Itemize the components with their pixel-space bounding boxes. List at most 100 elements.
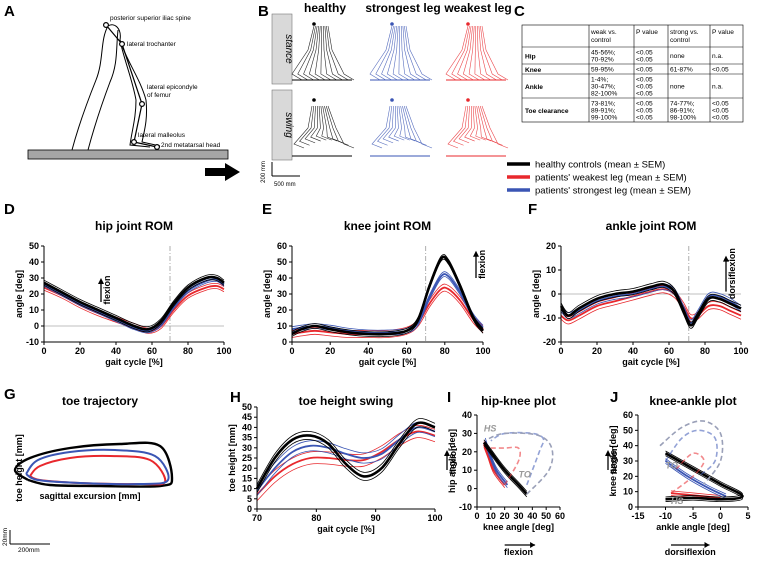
sem-lower-line xyxy=(256,426,436,493)
stick-frame xyxy=(322,105,338,142)
stick-figure xyxy=(370,98,433,157)
stick-frame xyxy=(314,25,326,81)
y-axis-label: angle [deg] xyxy=(14,270,24,318)
swing-loop-healthy xyxy=(487,432,554,495)
stick-frame xyxy=(291,25,315,81)
x-tick-label: 50 xyxy=(541,511,551,521)
y-tick-label: 20 xyxy=(462,447,472,457)
stick-frame xyxy=(445,25,469,81)
stick-frame xyxy=(293,105,313,149)
y-tick-label: 30 xyxy=(462,428,472,438)
x-tick-label: 60 xyxy=(555,511,565,521)
stick-hip-marker xyxy=(312,98,316,102)
table-cell: <0.05 xyxy=(636,57,653,64)
x-tick-label: 0 xyxy=(41,346,46,356)
y-tick-label: 0 xyxy=(551,289,556,299)
flexion-y-label: flexion xyxy=(448,445,458,474)
stick-frame xyxy=(404,25,427,81)
chart-title: hip-knee plot xyxy=(481,394,556,408)
stick-frame xyxy=(464,106,475,142)
stick-frame xyxy=(388,106,399,142)
stick-frame xyxy=(371,105,391,149)
y-tick-label: 0 xyxy=(467,484,472,494)
sem-lower-line xyxy=(665,462,727,499)
swing-loop-weakest xyxy=(490,446,522,486)
table-cell: <0.05 xyxy=(712,101,729,108)
swing-loop-weakest xyxy=(670,452,705,494)
y-tick-label: 30 xyxy=(29,273,39,283)
stick-frame xyxy=(401,25,415,81)
stick-frame xyxy=(478,105,498,144)
swing-loop-healthy xyxy=(659,420,724,485)
x-tick-label: 30 xyxy=(513,511,523,521)
y-tick-label: -10 xyxy=(26,337,39,347)
stick-frame xyxy=(304,105,316,144)
row-label-stance: stance xyxy=(283,34,294,64)
stick-frame xyxy=(402,105,422,144)
chart-title: knee joint ROM xyxy=(344,219,431,233)
table-cell: n.a. xyxy=(712,53,723,60)
sem-upper-line xyxy=(665,458,727,495)
stick-frame xyxy=(469,105,481,141)
table-header: control xyxy=(670,37,690,44)
legend-label-strongest: patients' strongest leg (mean ± SEM) xyxy=(535,186,691,197)
stick-frame xyxy=(474,105,486,141)
y-tick-label: 0 xyxy=(34,321,39,331)
x-tick-label: -15 xyxy=(631,511,644,521)
y-tick-label: 50 xyxy=(623,425,633,435)
panel-label-c: C xyxy=(514,3,525,20)
sem-lower-line xyxy=(483,447,506,488)
x-tick-label: 20 xyxy=(500,511,510,521)
x-tick-label: -10 xyxy=(659,511,672,521)
y-tick-label: 5 xyxy=(247,494,252,504)
y-tick-label: 30 xyxy=(242,443,252,453)
panel-label-h: H xyxy=(230,389,241,406)
stick-frame xyxy=(299,105,315,146)
swing-loop-strongest xyxy=(664,429,718,477)
x-tick-label: 80 xyxy=(311,513,321,523)
stick-frame xyxy=(458,105,470,144)
table-cell: n.a. xyxy=(712,84,723,91)
sem-lower-line xyxy=(291,290,484,339)
y-tick-label: 0 xyxy=(628,502,633,512)
x-tick-label: 0 xyxy=(558,346,563,356)
sem-upper-line xyxy=(43,274,225,328)
flexion-y-arrowhead-icon xyxy=(444,450,450,456)
table-header: control xyxy=(591,37,611,44)
x-tick-label: 80 xyxy=(700,346,710,356)
x-tick-label: -5 xyxy=(689,511,697,521)
y-tick-label: -10 xyxy=(459,502,472,512)
sem-upper-line xyxy=(483,439,528,492)
scale-label-200mm: 200mm xyxy=(18,547,40,554)
mean-line xyxy=(482,441,528,495)
sem-upper-line xyxy=(291,271,484,331)
y-tick-label: 10 xyxy=(546,265,556,275)
scale-label-200mm: 200 mm xyxy=(261,161,267,183)
stick-figure xyxy=(369,22,433,81)
dorsiflexion-label: dorsiflexion xyxy=(727,248,737,299)
stick-hip-marker xyxy=(390,98,394,102)
x-tick-label: 100 xyxy=(733,346,748,356)
mean-line xyxy=(43,284,225,332)
table-cell: 74-77%; xyxy=(670,101,695,108)
stick-frame xyxy=(324,25,343,81)
flexion-arrowhead-icon xyxy=(473,250,479,257)
y-tick-label: 20 xyxy=(242,463,252,473)
sem-upper-line xyxy=(670,490,721,496)
series-healthy xyxy=(255,418,436,493)
y-tick-label: 0 xyxy=(247,504,252,514)
scale-label-500mm: 500 mm xyxy=(274,182,296,188)
table-cell: none xyxy=(670,84,685,91)
stick-frame xyxy=(398,105,410,141)
stick-frame xyxy=(326,25,349,81)
table-cell: 98-100% xyxy=(670,115,697,122)
flexion-label: flexion xyxy=(102,275,112,304)
table-cell: 45-56%; xyxy=(591,50,616,57)
panel-label-e: E xyxy=(262,201,272,218)
table-cell: <0.05 xyxy=(636,77,653,84)
